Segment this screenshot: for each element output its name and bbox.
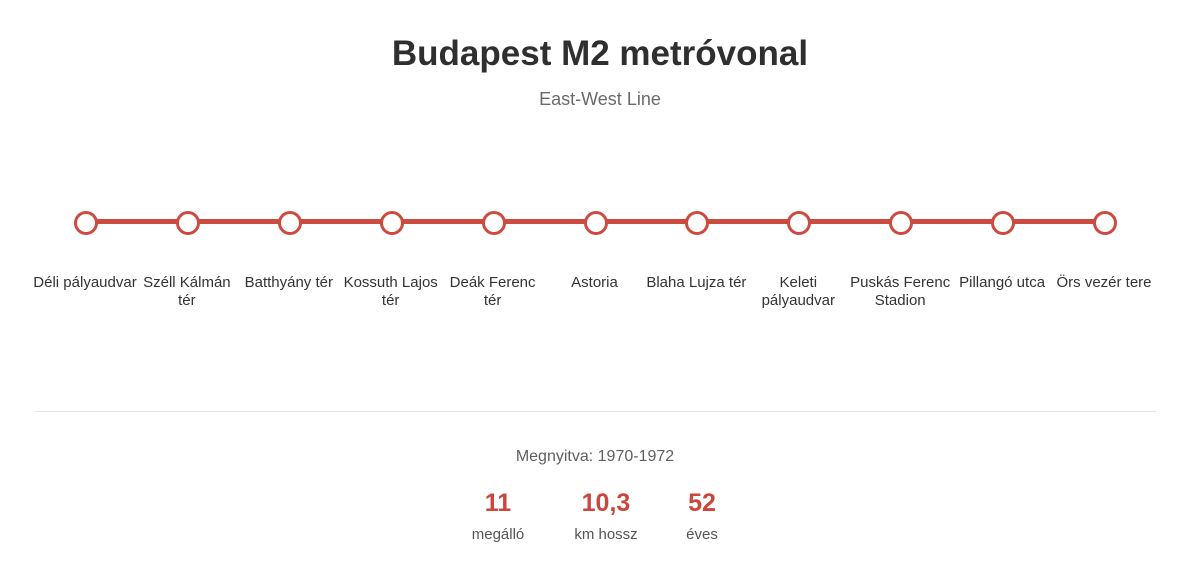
stat-length-value: 10,3 [581,489,631,517]
station-marker-icon[interactable] [1093,211,1117,235]
stat-stations-label: megálló [471,526,525,543]
station-marker-icon[interactable] [277,211,302,235]
stat-stations-value: 11 [484,489,512,517]
station-label: Blaha Lujza tér [646,274,747,291]
station-label: Puskás Ferenc Stadion [850,274,951,309]
station-marker-icon[interactable] [379,211,404,235]
station-marker-icon[interactable] [481,211,506,235]
stat-length-label: km hossz [574,526,638,543]
stat-stations: 11 megálló [438,488,558,544]
station-label: Déli pályaudvar [33,274,137,291]
page-title: Budapest M2 metróvonal [391,34,809,73]
station-label: Örs vezér tere [1056,274,1152,291]
station-label: Pillangó utca [959,274,1046,291]
station-label: Batthyány tér [244,274,333,291]
stat-age-value: 52 [688,489,716,517]
station-label: Keleti pályaudvar [761,274,835,309]
stat-age: 52 éves [642,488,762,544]
station-marker-icon[interactable] [787,211,812,235]
opened-years: Megnyitva: 1970-1972 [515,448,675,465]
station-marker-icon[interactable] [583,211,608,235]
station-marker-icon[interactable] [685,211,710,235]
station-label: Astoria [571,274,618,291]
station-marker-icon[interactable] [991,211,1016,235]
stat-age-label: éves [686,526,718,543]
station-marker-icon[interactable] [889,211,914,235]
station-label: Deák Ferenc tér [449,274,536,309]
stat-length: 10,3 km hossz [546,488,666,544]
station-label: Széll Kálmán tér [143,274,231,309]
station-marker-icon[interactable] [74,211,98,235]
page-subtitle: East-West Line [539,89,661,109]
station-marker-icon[interactable] [175,211,200,235]
section-divider [35,411,1156,412]
station-label: Kossuth Lajos tér [343,274,438,309]
